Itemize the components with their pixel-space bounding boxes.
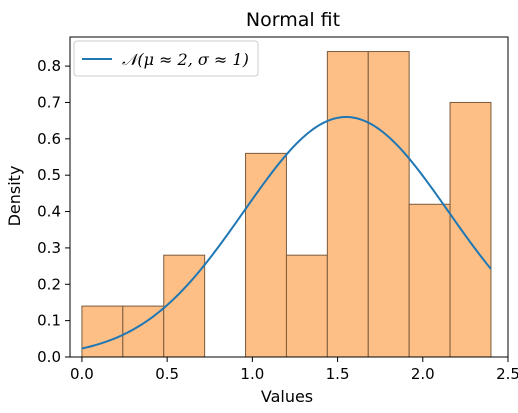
- x-tick-label: 1.0: [240, 365, 264, 383]
- x-tick-label: 0.0: [70, 365, 94, 383]
- y-tick-label: 0.6: [37, 130, 61, 148]
- histogram-bar: [285, 254, 328, 358]
- fit-curve-layer: [81, 116, 492, 350]
- y-tick-label: 0.7: [37, 93, 61, 111]
- legend-label: 𝒩(μ ≈ 2, σ ≈ 1): [122, 50, 249, 69]
- histogram-bar: [367, 51, 410, 358]
- y-tick-label: 0.8: [37, 57, 61, 75]
- x-axis-label: Values: [261, 387, 313, 406]
- x-axis-ticks: 0.0 0.5 1.0 1.5 2.0 2.5: [70, 357, 518, 383]
- y-tick-label: 0.4: [37, 203, 61, 221]
- y-axis-ticks: 0.0 0.1 0.2 0.3 0.4 0.5 0.6 0.7 0.8: [37, 57, 70, 366]
- histogram-bars: [81, 51, 492, 358]
- x-tick-label: 2.5: [496, 365, 518, 383]
- y-tick-label: 0.2: [37, 275, 61, 293]
- y-axis-label: Density: [5, 166, 24, 227]
- legend: 𝒩(μ ≈ 2, σ ≈ 1): [73, 40, 259, 77]
- normal-fit-curve: [81, 116, 492, 350]
- histogram-bar: [81, 305, 124, 358]
- histogram-bar: [408, 203, 451, 358]
- y-tick-label: 0.3: [37, 239, 61, 257]
- x-tick-label: 1.5: [326, 365, 350, 383]
- histogram-bar: [449, 101, 492, 358]
- y-tick-label: 0.1: [37, 312, 61, 330]
- chart-title: Normal fit: [246, 9, 340, 31]
- x-tick-label: 0.5: [155, 365, 179, 383]
- y-tick-label: 0.5: [37, 166, 61, 184]
- histogram-bar: [326, 51, 369, 358]
- y-tick-label: 0.0: [37, 348, 61, 366]
- histogram-bar: [163, 254, 206, 358]
- x-tick-label: 2.0: [411, 365, 435, 383]
- legend-box: [73, 40, 259, 77]
- histogram-bar: [245, 152, 287, 358]
- plot-frame: [69, 36, 509, 358]
